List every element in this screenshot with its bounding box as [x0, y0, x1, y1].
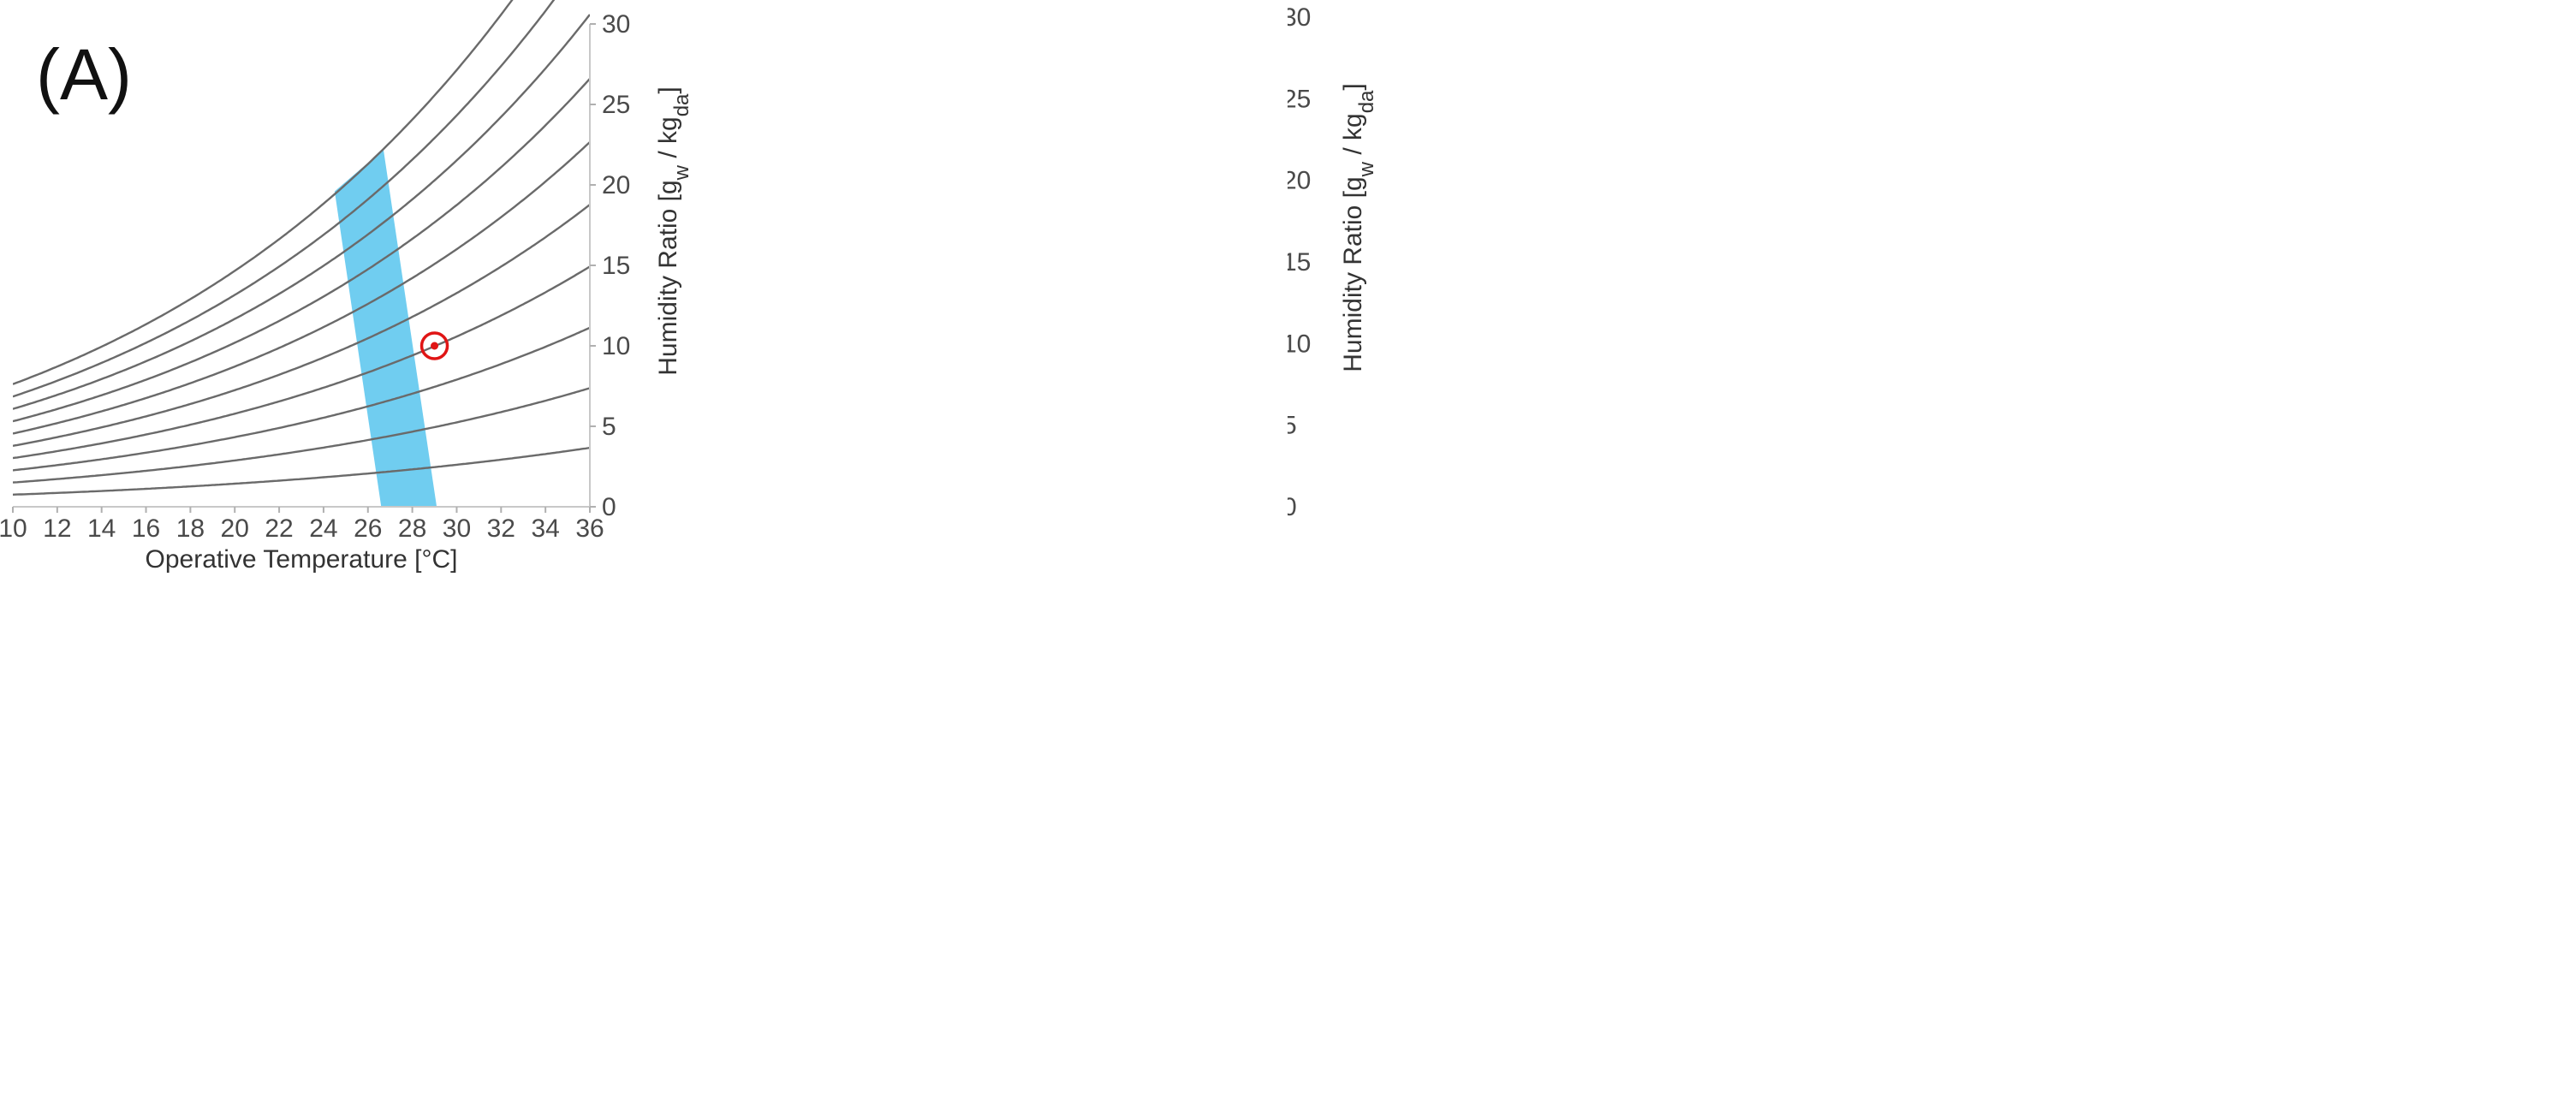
- x-tick-label: 34: [531, 514, 559, 543]
- x-tick-label: 36: [575, 514, 604, 543]
- x-tick-label: 28: [398, 514, 426, 543]
- y-axis-title: Humidity Ratio [gw / kgda]: [1339, 83, 1378, 372]
- rh-curve-40: [13, 265, 590, 460]
- rh-curve-100: [13, 0, 514, 385]
- y-axis-title-part: ]: [654, 86, 682, 93]
- x-tick-label: 10: [0, 514, 27, 543]
- chart-group: 1012141618202224262830323436051015202530…: [1288, 3, 1378, 521]
- x-tick-label: 26: [354, 514, 382, 543]
- rh-curve-90: [13, 0, 556, 398]
- rh-curve-60: [13, 141, 590, 435]
- y-axis-title-part: ]: [1339, 83, 1367, 90]
- x-tick-label: 12: [43, 514, 71, 543]
- y-tick-label: 10: [1288, 330, 1311, 358]
- y-tick-label: 30: [602, 10, 630, 39]
- x-tick-label: 24: [309, 514, 337, 543]
- rh-curve-70: [13, 78, 590, 423]
- x-axis-title: Operative Temperature [°C]: [146, 545, 458, 574]
- y-tick-label: 15: [602, 252, 630, 280]
- y-tick-label: 0: [602, 493, 616, 521]
- y-tick-label: 15: [1288, 248, 1311, 277]
- current-point-ring: [419, 331, 449, 360]
- y-axis-title-part: / kg: [654, 116, 682, 165]
- current-point-dot: [431, 342, 439, 350]
- panel-b: 1012141618202224262830323436051015202530…: [1288, 0, 2576, 1118]
- y-axis-title-subscript: da: [1355, 90, 1378, 113]
- rh-curve-30: [13, 326, 590, 472]
- x-tick-label: 18: [176, 514, 205, 543]
- psychrometric-chart-b: 1012141618202224262830323436051015202530…: [1288, 3, 1378, 521]
- y-axis-title-subscript: w: [670, 164, 693, 181]
- y-tick-label: 25: [1288, 85, 1311, 113]
- y-axis-title-part: / kg: [1339, 113, 1367, 162]
- y-tick-label: 0: [1288, 493, 1297, 521]
- panel-label: (A): [36, 34, 132, 115]
- x-tick-label: 30: [443, 514, 471, 543]
- x-tick-label: 32: [487, 514, 515, 543]
- y-tick-label: 20: [602, 171, 630, 199]
- y-tick-label: 10: [602, 332, 630, 360]
- panel-a: 10 12 14 16 18 20 22 24 26 28 30 32 34 36 0 5 10 15 20 25 30…: [0, 0, 693, 574]
- rh-curve-80: [13, 14, 590, 410]
- psychrometric-chart-a: 10 12 14 16 18 20 22 24 26 28 30 32 34 360 5 10 15 20 25 30…: [0, 0, 693, 574]
- x-tick-label: 16: [132, 514, 160, 543]
- rh-curve-50: [13, 204, 590, 447]
- rh-curve-20: [13, 387, 590, 484]
- y-tick-label: 20: [1288, 167, 1311, 195]
- y-tick-label: 5: [1288, 412, 1297, 440]
- y-tick-label: 30: [1288, 3, 1311, 32]
- y-axis-title-subscript: w: [1355, 161, 1378, 177]
- y-axis-title: Humidity Ratio [gw / kgda]: [654, 86, 693, 376]
- y-axis-title-part: Humidity Ratio [g: [654, 180, 682, 375]
- x-tick-label: 14: [87, 514, 116, 543]
- y-axis-title-subscript: da: [670, 93, 693, 116]
- y-tick-label: 25: [602, 91, 630, 119]
- rh-curve-10: [13, 446, 590, 496]
- x-tick-label: 22: [265, 514, 293, 543]
- x-tick-label: 20: [221, 514, 249, 543]
- y-tick-label: 5: [602, 413, 616, 441]
- comfort-zone: [334, 149, 437, 507]
- y-axis-title-part: Humidity Ratio [g: [1339, 176, 1367, 372]
- chart-group: 10 12 14 16 18 20 22 24 26 28 30 32 34 360 5 10 15 20 25 30…: [0, 0, 693, 574]
